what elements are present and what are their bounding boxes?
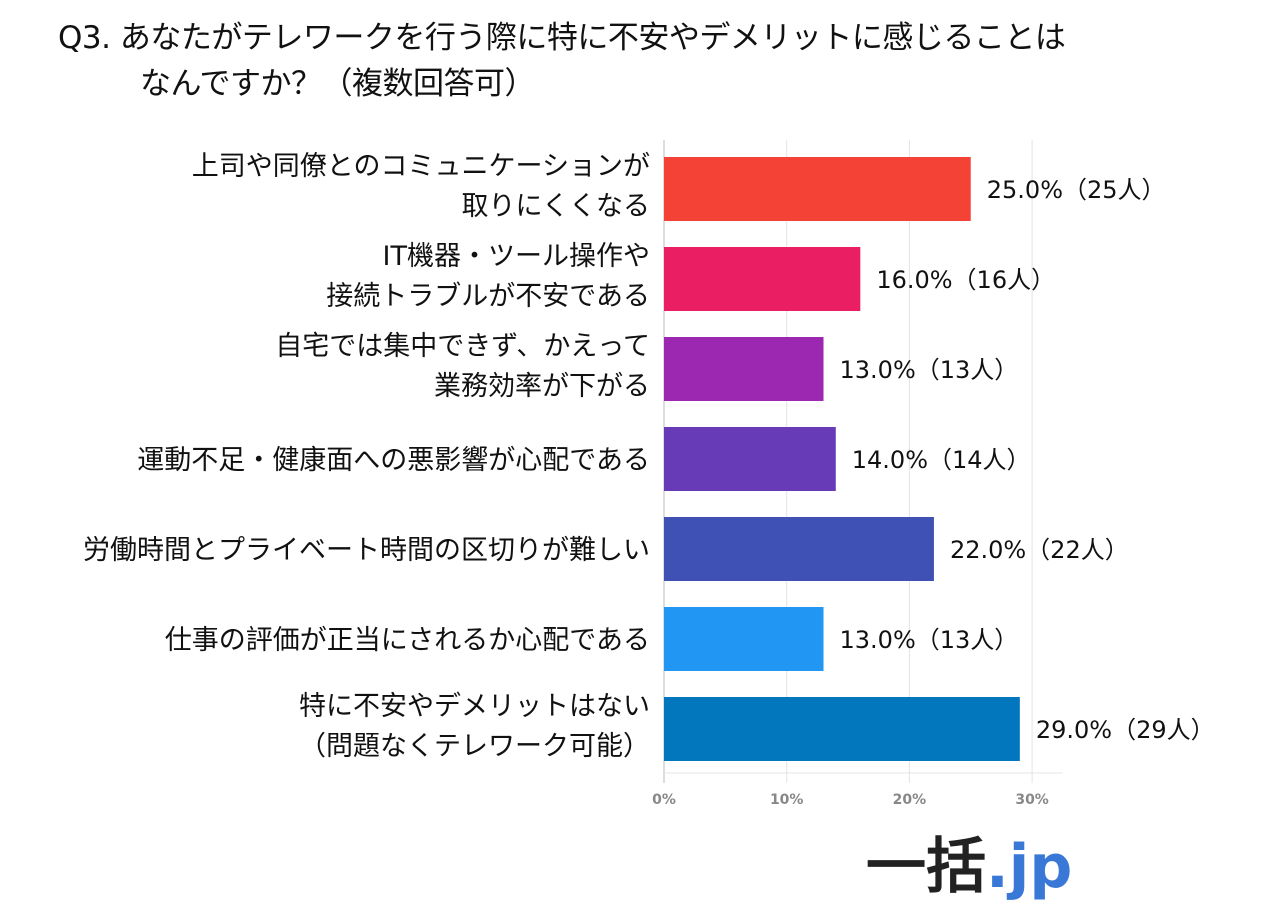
category-label: 自宅では集中できず、かえって — [275, 331, 650, 362]
category-label: 接続トラブルが不安である — [326, 281, 650, 312]
x-tick-label: 10% — [770, 792, 804, 808]
data-label: 22.0%（22人） — [950, 536, 1129, 564]
chart-title-line-2: なんですか？（複数回答可） — [140, 66, 535, 102]
x-tick-label: 0% — [652, 792, 676, 808]
data-label: 13.0%（13人） — [840, 356, 1019, 384]
category-label: 仕事の評価が正当にされるか心配である — [165, 625, 650, 656]
bar — [664, 337, 824, 401]
data-label: 16.0%（16人） — [876, 266, 1055, 294]
category-label: 労働時間とプライベート時間の区切りが難しい — [83, 535, 650, 566]
bar — [664, 517, 934, 581]
bar — [664, 247, 861, 311]
chart-title-line-1: Q3. あなたがテレワークを行う際に特に不安やデメリットに感じることは — [58, 20, 1066, 56]
category-label: 特に不安やデメリットはない — [299, 691, 650, 722]
data-label: 14.0%（14人） — [852, 446, 1031, 474]
category-label: IT機器・ツール操作や — [383, 241, 650, 272]
category-label: 運動不足・健康面への悪影響が心配である — [137, 445, 650, 476]
category-label: 取りにくくなる — [462, 191, 650, 222]
site-logo: 一括.jp — [866, 818, 1072, 905]
data-label: 29.0%（29人） — [1036, 716, 1215, 744]
data-label: 13.0%（13人） — [840, 626, 1019, 654]
logo-suffix: .jp — [986, 832, 1073, 902]
bar — [664, 697, 1020, 761]
bar — [664, 427, 836, 491]
category-label: 上司や同僚とのコミュニケーションが — [192, 151, 650, 182]
logo-kanji: 一括 — [866, 832, 986, 902]
x-tick-label: 30% — [1015, 792, 1049, 808]
category-label: （問題なくテレワーク可能） — [299, 731, 650, 762]
bar — [664, 157, 971, 221]
data-label: 25.0%（25人） — [987, 176, 1166, 204]
category-label: 業務効率が下がる — [434, 371, 650, 402]
x-tick-label: 20% — [893, 792, 927, 808]
bar — [664, 607, 824, 671]
